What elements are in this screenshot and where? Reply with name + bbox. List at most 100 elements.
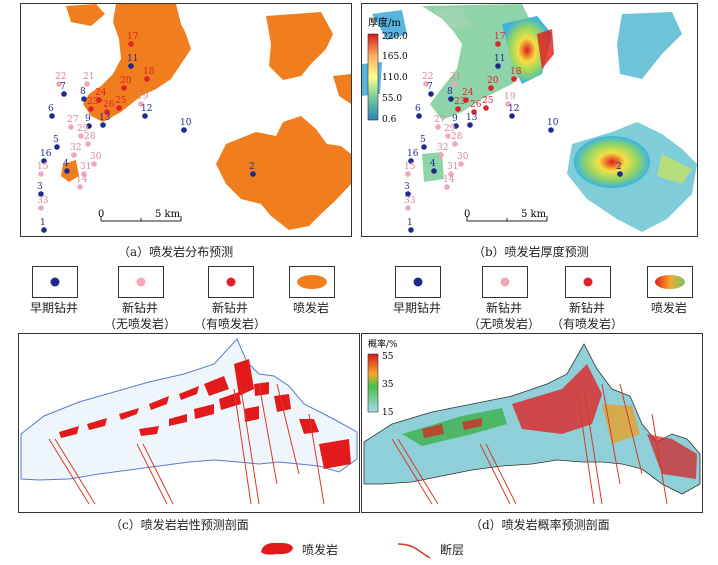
- well-label-26: 26: [103, 100, 115, 110]
- lithology-section-svg: [20, 338, 358, 505]
- caption-d: （d）喷发岩概率预测剖面: [470, 518, 610, 532]
- well-label-4: 4: [430, 159, 436, 169]
- well-marker-10: [181, 127, 187, 133]
- probability-colorbar-title: 概率/%: [368, 338, 398, 350]
- caption-a: （a）喷发岩分布预测: [118, 245, 234, 259]
- well-marker-20: [121, 85, 127, 91]
- well-label-12: 12: [141, 104, 152, 114]
- new-well-eruptive-icon-b: [583, 277, 593, 287]
- well-label-32: 32: [437, 143, 448, 153]
- well-label-1: 1: [407, 218, 413, 228]
- legend-new-no: 新钻井 （无喷发岩）: [103, 301, 176, 331]
- new-well-no-eruptive-icon-b: [500, 277, 510, 287]
- well-marker-24: [96, 97, 102, 103]
- legend-eruptive-a: 喷发岩: [292, 301, 329, 315]
- well-marker-6: [49, 113, 55, 119]
- well-marker-16: [41, 158, 47, 164]
- well-label-24: 24: [462, 88, 474, 98]
- well-marker-33: [405, 205, 411, 211]
- legend-fault: 断层: [440, 543, 465, 557]
- thickness-colorbar-title: 厚度/m: [368, 16, 401, 29]
- well-marker-12: [509, 113, 515, 119]
- scale-end-b: 5 km: [521, 209, 547, 220]
- early-well-icon: [50, 277, 60, 287]
- well-marker-24: [463, 97, 469, 103]
- well-label-19: 19: [137, 92, 149, 102]
- well-marker-30: [91, 161, 97, 167]
- well-marker-21: [451, 81, 457, 87]
- well-marker-32: [438, 152, 444, 158]
- well-marker-27: [68, 124, 74, 130]
- eruptive-orange-icon: [297, 275, 327, 289]
- thickness-map-svg: 厚度/m 220.0 165.0 110.0 55.0 0.6 0 5 km 1…: [362, 4, 697, 233]
- well-marker-8: [81, 96, 87, 102]
- legend-early-well-box-b: [395, 266, 441, 298]
- thickness-tick-3: 55.0: [382, 94, 402, 104]
- well-marker-21: [84, 81, 90, 87]
- well-marker-2: [250, 171, 256, 177]
- well-marker-30: [458, 161, 464, 167]
- panel-b-thickness-map: 厚度/m 220.0 165.0 110.0 55.0 0.6 0 5 km 1…: [361, 3, 698, 237]
- well-label-28: 28: [451, 132, 463, 142]
- well-label-22: 22: [55, 72, 66, 82]
- legend-new-no-b: 新钻井 （无喷发岩）: [467, 301, 540, 331]
- caption-c: （c）喷发岩岩性预测剖面: [110, 518, 249, 532]
- thickness-tick-0: 220.0: [382, 32, 408, 42]
- well-marker-2: [617, 171, 623, 177]
- well-label-14: 14: [76, 175, 88, 185]
- well-label-21: 21: [83, 72, 94, 82]
- well-marker-29: [445, 133, 451, 139]
- scale-zero: 0: [98, 209, 104, 220]
- well-label-10: 10: [547, 118, 559, 128]
- well-label-13: 13: [99, 113, 111, 123]
- legend-early-well-box: [32, 266, 78, 298]
- well-marker-3: [38, 191, 44, 197]
- well-label-15: 15: [404, 162, 416, 172]
- well-marker-11: [495, 63, 501, 69]
- well-marker-26: [104, 109, 110, 115]
- well-marker-19: [138, 101, 144, 107]
- well-marker-1: [408, 227, 414, 233]
- legend-new-yes-box-b: [565, 266, 611, 298]
- well-marker-10: [548, 127, 554, 133]
- well-marker-14: [77, 184, 83, 190]
- well-marker-28: [452, 141, 458, 147]
- well-marker-25: [116, 105, 122, 111]
- new-well-eruptive-icon: [226, 277, 236, 287]
- well-marker-15: [405, 171, 411, 177]
- well-label-9: 9: [452, 114, 458, 124]
- well-label-13: 13: [466, 113, 478, 123]
- well-marker-5: [54, 144, 60, 150]
- scale-bar-b: [466, 216, 548, 222]
- well-label-30: 30: [457, 152, 469, 162]
- probability-tick-2: 15: [382, 408, 394, 418]
- well-label-17: 17: [494, 32, 506, 42]
- well-marker-13: [100, 122, 106, 128]
- early-well-icon-b: [413, 277, 423, 287]
- well-label-21: 21: [450, 72, 461, 82]
- well-label-17: 17: [127, 32, 139, 42]
- well-label-26: 26: [470, 100, 482, 110]
- section-c-body: [20, 338, 358, 481]
- well-label-9: 9: [85, 114, 91, 124]
- well-label-25: 25: [482, 96, 494, 106]
- legend-new-yes: 新钻井 （有喷发岩）: [193, 301, 266, 331]
- well-marker-5: [421, 144, 427, 150]
- well-label-5: 5: [420, 135, 426, 145]
- thickness-tick-1: 165.0: [382, 52, 408, 62]
- well-marker-22: [56, 81, 62, 87]
- legend-eruptive-b: 喷发岩: [650, 301, 687, 315]
- well-label-8: 8: [447, 87, 453, 97]
- well-label-24: 24: [95, 88, 107, 98]
- eruptive-gradient-icon: [655, 275, 685, 289]
- well-label-32: 32: [70, 143, 81, 153]
- panel-d-probability-section: 概率/% 55 35 15: [361, 333, 703, 513]
- probability-colorbar: [367, 353, 379, 413]
- probability-hot-zones: [402, 364, 697, 479]
- well-label-11: 11: [127, 54, 138, 64]
- well-marker-8: [448, 96, 454, 102]
- legend-eruptive-section: 喷发岩: [302, 543, 339, 557]
- well-label-33: 33: [404, 196, 416, 206]
